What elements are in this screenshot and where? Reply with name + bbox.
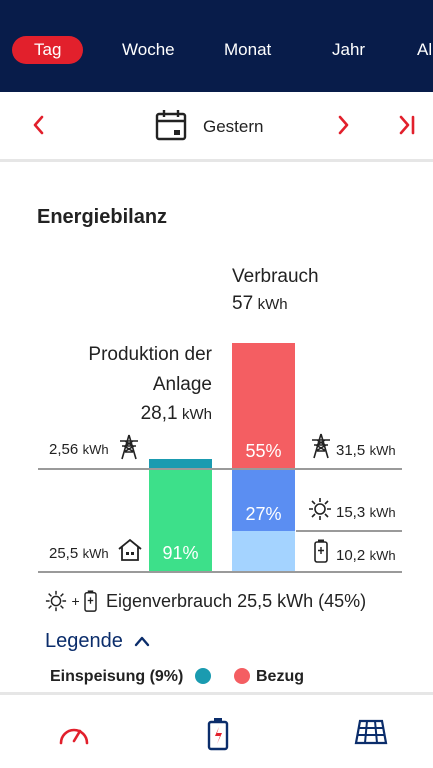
date-navigation: Gestern: [0, 92, 433, 162]
consumption-solar-bar: [232, 469, 295, 531]
chevron-up-icon: [135, 636, 150, 647]
tab-day[interactable]: Tag: [12, 36, 84, 64]
grid-consumption-value: 31,5: [336, 442, 366, 459]
solar-consumption-unit: kWh: [369, 505, 396, 520]
plus-sign: +: [71, 593, 80, 609]
feed-in-amount: 2,56 kWh: [49, 441, 109, 459]
skip-to-end-icon: [399, 115, 415, 135]
section-title: Energiebilanz: [37, 206, 168, 228]
legend-item-feed-in: Einspeisung (9%): [50, 668, 184, 685]
gauge-icon[interactable]: [57, 717, 91, 751]
consumption-value: 57: [232, 293, 254, 314]
solar-consumption-value: 15,3: [336, 504, 366, 521]
legend-dot-feed-in: [195, 668, 211, 684]
grid-consumption-amount: 31,5 kWh: [336, 442, 396, 460]
bottom-navigation: [0, 692, 433, 768]
grid-consumption-unit: kWh: [369, 443, 396, 458]
legend-toggle[interactable]: Legende: [45, 630, 150, 653]
production-unit: kWh: [182, 406, 212, 423]
self-consumption-icons: +: [45, 590, 97, 612]
consumption-solar-percent: 27%: [245, 504, 282, 524]
consumption-grid-percent: 55%: [245, 441, 282, 461]
pylon-icon: [117, 434, 141, 465]
consumption-unit: kWh: [257, 296, 288, 313]
consumption-grid-bar: [232, 343, 295, 469]
legend-item-grid: Bezug: [256, 668, 304, 685]
legend-dot-grid: [234, 668, 250, 684]
chevron-right-icon: [338, 115, 349, 135]
production-heading-line1: Produktion der: [88, 344, 212, 365]
grid-pylon-icon: [309, 433, 333, 464]
feed-in-value: 2,56: [49, 441, 79, 458]
tab-year[interactable]: Jahr: [332, 40, 366, 59]
production-total: 28,1 kWh: [141, 403, 212, 425]
tab-all[interactable]: Al: [417, 40, 433, 59]
home-amount: 25,5 kWh: [49, 545, 109, 563]
battery-consumption-amount: 10,2 kWh: [336, 547, 396, 565]
latest-day-button[interactable]: [397, 112, 417, 144]
next-day-button[interactable]: [336, 112, 352, 144]
baseline: [38, 571, 402, 573]
battery-consumption-value: 10,2: [336, 547, 366, 564]
grid-divider-line: [38, 468, 402, 470]
solar-divider-line: [296, 530, 402, 532]
sun-icon: [308, 497, 332, 526]
production-self-use-bar: [149, 469, 212, 572]
home-unit: kWh: [82, 546, 109, 561]
home-value: 25,5: [49, 545, 79, 562]
production-feed-in-bar: [149, 459, 212, 469]
consumption-total: 57 kWh: [232, 293, 288, 315]
battery-icon: [314, 539, 328, 568]
solar-consumption-amount: 15,3 kWh: [336, 504, 396, 522]
production-self-percent: 91%: [162, 543, 199, 563]
calendar-icon[interactable]: [154, 108, 188, 147]
house-icon: [117, 538, 143, 567]
solar-panel-icon[interactable]: [354, 717, 388, 751]
chevron-left-icon: [33, 115, 44, 135]
production-value: 28,1: [140, 403, 178, 424]
selected-date-label[interactable]: Gestern: [203, 117, 264, 136]
consumption-battery-bar: [232, 531, 295, 572]
legend-title: Legende: [45, 630, 123, 652]
self-consumption-label: Eigenverbrauch 25,5 kWh (45%): [106, 591, 367, 611]
feed-in-unit: kWh: [82, 442, 109, 457]
battery-charge-icon[interactable]: [207, 717, 241, 751]
tab-week[interactable]: Woche: [122, 40, 175, 59]
consumption-heading: Verbrauch: [232, 266, 319, 287]
battery-icon: [84, 590, 97, 612]
tab-month[interactable]: Monat: [224, 40, 272, 59]
battery-consumption-unit: kWh: [369, 548, 396, 563]
production-heading-line2: Anlage: [152, 374, 212, 395]
sun-icon: [45, 590, 67, 612]
period-tab-bar: Tag Woche Monat Jahr Al: [0, 0, 433, 92]
previous-day-button[interactable]: [30, 112, 46, 144]
